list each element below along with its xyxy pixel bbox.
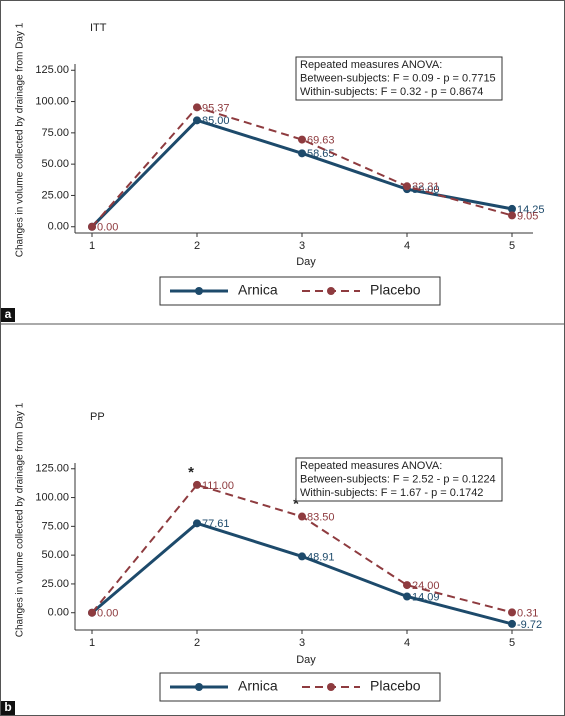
y-axis-label: Changes in volume collected by drainage … <box>15 22 26 257</box>
x-tick-label: 3 <box>299 637 305 649</box>
annotation-text: Repeated measures ANOVA: <box>300 460 442 472</box>
value-label: 69.63 <box>307 134 335 146</box>
x-axis-label: Day <box>296 256 316 268</box>
value-label: -9.72 <box>517 619 542 631</box>
legend-label: Arnica <box>238 282 278 298</box>
legend-marker <box>327 683 335 691</box>
annotation-text: Between-subjects: F = 0.09 - p = 0.7715 <box>300 72 496 84</box>
point <box>193 519 201 528</box>
significance-mark: * <box>188 464 194 481</box>
point <box>403 592 411 601</box>
x-tick-label: 3 <box>299 240 305 252</box>
x-tick-label: 4 <box>404 637 410 649</box>
y-tick-label: 125.00 <box>35 64 69 76</box>
panel-title: PP <box>90 411 105 423</box>
y-tick-label: 25.00 <box>41 578 69 590</box>
legend-label: Placebo <box>370 678 421 694</box>
series-line <box>91 106 513 228</box>
panel-title: ITT <box>90 22 107 34</box>
value-label: 0.00 <box>97 222 118 234</box>
x-tick-label: 5 <box>509 240 515 252</box>
x-tick-label: 1 <box>89 240 95 252</box>
panel-label-bg <box>1 308 15 322</box>
point <box>88 222 96 231</box>
value-label: 32.31 <box>412 181 440 193</box>
x-tick-label: 2 <box>194 637 200 649</box>
x-tick-label: 4 <box>404 240 410 252</box>
value-label: 14.25 <box>517 204 545 216</box>
point <box>508 211 516 220</box>
point <box>403 581 411 590</box>
panel-label: b <box>4 700 11 714</box>
value-label: 9.05 <box>517 210 538 222</box>
annotation-text: Repeated measures ANOVA: <box>300 59 442 71</box>
legend-marker <box>195 287 203 295</box>
point <box>193 116 201 125</box>
point <box>403 182 411 191</box>
y-tick-label: 100.00 <box>35 95 69 107</box>
value-label: 58.65 <box>307 148 335 160</box>
legend-marker <box>327 287 335 295</box>
panel-label-bg <box>1 701 15 715</box>
significance-mark: * <box>293 496 299 513</box>
legend-label: Placebo <box>370 282 421 298</box>
panel-label: a <box>5 307 12 321</box>
value-label: 0.00 <box>97 608 118 620</box>
annotation-box <box>295 457 503 502</box>
y-tick-label: 50.00 <box>41 158 69 170</box>
value-label: 0.31 <box>517 607 538 619</box>
value-label: 85.00 <box>202 115 230 127</box>
y-axis-label: Changes in volume collected by drainage … <box>15 402 26 637</box>
point <box>298 512 306 521</box>
legend-label: Arnica <box>238 678 278 694</box>
x-tick-label: 2 <box>194 240 200 252</box>
y-tick-label: 100.00 <box>35 491 69 503</box>
y-tick-label: 125.00 <box>35 463 69 475</box>
point <box>88 608 96 617</box>
y-tick-label: 75.00 <box>41 127 69 139</box>
y-tick-label: 0.00 <box>48 607 69 619</box>
annotation-box <box>295 56 503 101</box>
x-axis-label: Day <box>296 654 316 666</box>
point <box>298 135 306 144</box>
y-tick-label: 0.00 <box>48 221 69 233</box>
value-label: 95.37 <box>202 102 230 114</box>
point <box>508 204 516 213</box>
point <box>508 619 516 628</box>
y-tick-label: 75.00 <box>41 520 69 532</box>
point <box>193 480 201 489</box>
annotation-text: Within-subjects: F = 1.67 - p = 0.1742 <box>300 487 483 499</box>
point <box>193 103 201 112</box>
y-tick-label: 25.00 <box>41 189 69 201</box>
point <box>298 552 306 561</box>
point <box>298 149 306 158</box>
value-label: 48.91 <box>307 551 335 563</box>
legend-marker <box>195 683 203 691</box>
annotation-text: Within-subjects: F = 0.32 - p = 0.8674 <box>300 86 483 98</box>
annotation-text: Between-subjects: F = 2.52 - p = 0.1224 <box>300 473 496 485</box>
x-tick-label: 5 <box>509 637 515 649</box>
x-tick-label: 1 <box>89 637 95 649</box>
value-label: 83.50 <box>307 511 335 523</box>
value-label: 77.61 <box>202 518 230 530</box>
value-label: 14.09 <box>412 591 440 603</box>
value-label: 24.00 <box>412 580 440 592</box>
y-tick-label: 50.00 <box>41 549 69 561</box>
point <box>508 608 516 617</box>
value-label: 111.00 <box>202 480 234 492</box>
